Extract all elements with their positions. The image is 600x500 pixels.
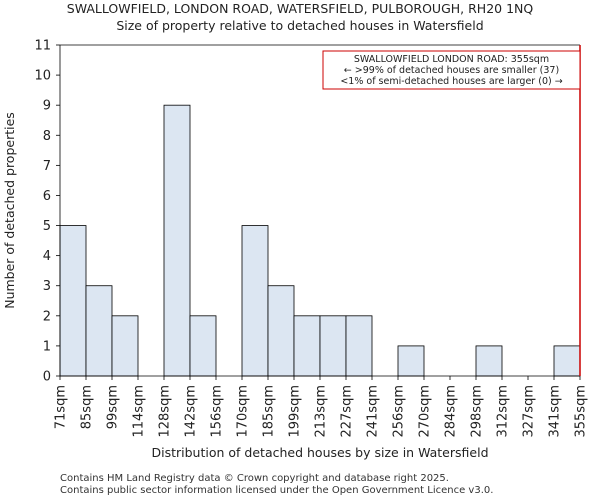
chart-subtitle: Size of property relative to detached ho… [116, 18, 484, 33]
footer-copyright: Contains HM Land Registry data © Crown c… [60, 473, 449, 484]
bar [397, 345, 425, 377]
x-tick-label: 142sqm [184, 385, 199, 438]
bar [241, 225, 269, 377]
x-tick-label: 199sqm [288, 385, 303, 438]
bar [59, 225, 87, 377]
x-tick-label: 284sqm [444, 385, 459, 438]
x-tick-label: 185sqm [262, 385, 277, 438]
x-tick-label: 128sqm [158, 385, 173, 438]
y-tick-label: 9 [43, 99, 51, 114]
x-tick-label: 312sqm [496, 385, 511, 438]
y-tick-label: 8 [43, 129, 51, 144]
x-tick-label: 71sqm [54, 385, 69, 429]
x-tick-label: 213sqm [314, 385, 329, 438]
bar [319, 315, 347, 377]
bar [267, 285, 295, 377]
x-tick-label: 256sqm [392, 385, 407, 438]
bar [345, 315, 373, 377]
x-tick-label: 156sqm [210, 385, 225, 438]
y-axis-label: Number of detached properties [2, 112, 17, 309]
x-tick-label: 270sqm [418, 385, 433, 438]
x-tick-label: 241sqm [366, 385, 381, 438]
x-tick-label: 85sqm [80, 385, 95, 429]
annotation-box [322, 50, 581, 90]
y-tick-label: 0 [43, 370, 51, 385]
x-tick-label: 355sqm [574, 385, 589, 438]
y-tick-label: 6 [43, 189, 51, 204]
y-tick-label: 4 [43, 249, 51, 264]
bar [163, 104, 191, 377]
bar [293, 315, 321, 377]
x-tick-label: 227sqm [340, 385, 355, 438]
annotation-line: ← >99% of detached houses are smaller (3… [344, 65, 559, 76]
y-tick-label: 5 [43, 219, 51, 234]
bar [189, 315, 217, 377]
footer-licence: Contains public sector information licen… [60, 485, 494, 496]
chart-title-address: SWALLOWFIELD, LONDON ROAD, WATERSFIELD, … [66, 1, 534, 16]
bar [553, 345, 581, 377]
y-tick-label: 7 [43, 159, 51, 174]
y-tick-label: 3 [43, 279, 51, 294]
x-axis-label: Distribution of detached houses by size … [152, 445, 489, 460]
x-tick-label: 170sqm [236, 385, 251, 438]
bar [475, 345, 503, 377]
x-tick-label: 298sqm [470, 385, 485, 438]
y-tick-label: 1 [43, 339, 51, 354]
x-tick-label: 99sqm [106, 385, 121, 429]
annotation-line: SWALLOWFIELD LONDON ROAD: 355sqm [354, 54, 549, 65]
x-tick-label: 341sqm [548, 385, 563, 438]
bar [111, 315, 139, 377]
x-tick-label: 327sqm [522, 385, 537, 438]
y-tick-label: 10 [34, 69, 51, 84]
x-tick-label: 114sqm [132, 385, 147, 438]
annotation-line: <1% of semi-detached houses are larger (… [340, 76, 562, 87]
y-tick-label: 11 [34, 39, 51, 54]
y-tick-label: 2 [43, 309, 51, 324]
bar [85, 285, 113, 377]
